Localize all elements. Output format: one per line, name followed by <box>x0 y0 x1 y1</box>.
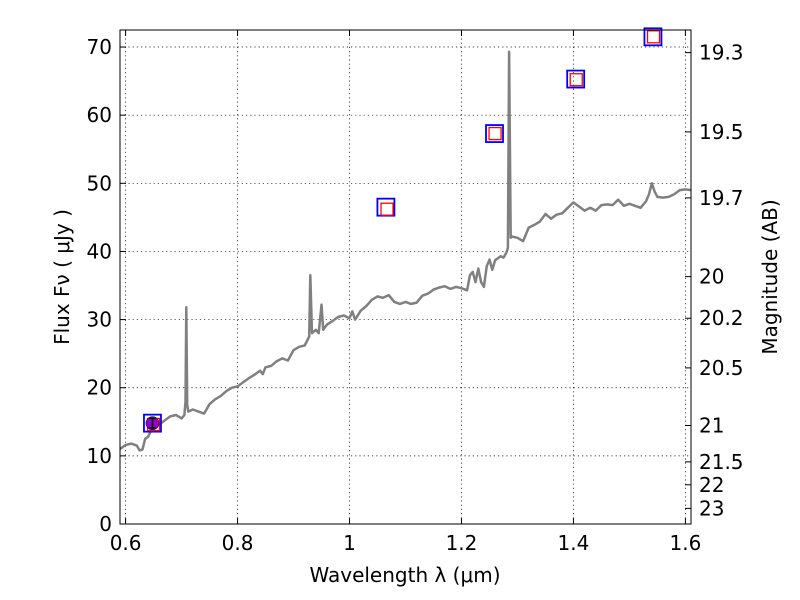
x-tick-label: 1.6 <box>669 531 701 555</box>
y2-tick-label: 20.2 <box>699 306 744 330</box>
y2-tick-label: 20 <box>699 265 724 289</box>
model-marker <box>646 30 661 44</box>
spectrum-line <box>119 50 692 452</box>
y2-tick-label: 22 <box>699 473 724 497</box>
x-tick-label: 0.8 <box>222 531 254 555</box>
y-tick-label: 10 <box>87 444 112 468</box>
photometry-marker <box>643 27 663 47</box>
y-tick-label: 70 <box>87 35 112 59</box>
photometry-marker <box>376 197 396 217</box>
y2-tick-label: 19.3 <box>699 41 744 65</box>
y-tick-label: 40 <box>87 239 112 263</box>
y2-tick-label: 23 <box>699 496 724 520</box>
photometry-marker <box>485 124 504 143</box>
y-tick-label: 60 <box>87 103 112 127</box>
model-marker <box>569 73 583 87</box>
photometry-points <box>143 27 663 433</box>
y-tick-label: 50 <box>87 171 112 195</box>
y2-tick-label: 21 <box>699 414 724 438</box>
y2-tick-label: 20.5 <box>699 356 744 380</box>
y2-tick-label: 19.7 <box>699 186 744 210</box>
y-tick-label: 0 <box>99 512 112 536</box>
y2-tick-label: 19.5 <box>699 120 744 144</box>
spectrum-series <box>119 50 692 452</box>
x-axis-label: Wavelength λ (μm) <box>309 563 500 587</box>
x-tick-label: 1 <box>343 531 356 555</box>
plot-frame <box>119 29 692 525</box>
y2-tick-label: 21.5 <box>699 450 744 474</box>
x-tick-label: 1.4 <box>558 531 590 555</box>
x-tick-label: 1.2 <box>446 531 478 555</box>
axis-ticks <box>120 30 691 525</box>
y-axis-label: Flux Fν ( μJy ) <box>50 209 74 345</box>
y-tick-label: 20 <box>87 376 112 400</box>
tick-labels: 0.6 0.8 1 1.2 1.4 1.6 0 10 20 30 40 50 60 70 19.3 19.5 1… <box>87 35 744 555</box>
photometry-marker <box>143 413 162 433</box>
model-marker <box>380 202 394 216</box>
model-marker <box>488 126 502 141</box>
y2-axis-label: Magnitude (AB) <box>758 199 782 354</box>
x-tick-label: 0.6 <box>110 531 142 555</box>
y-tick-label: 30 <box>87 308 112 332</box>
grid <box>120 30 691 525</box>
photometry-marker <box>566 69 586 89</box>
